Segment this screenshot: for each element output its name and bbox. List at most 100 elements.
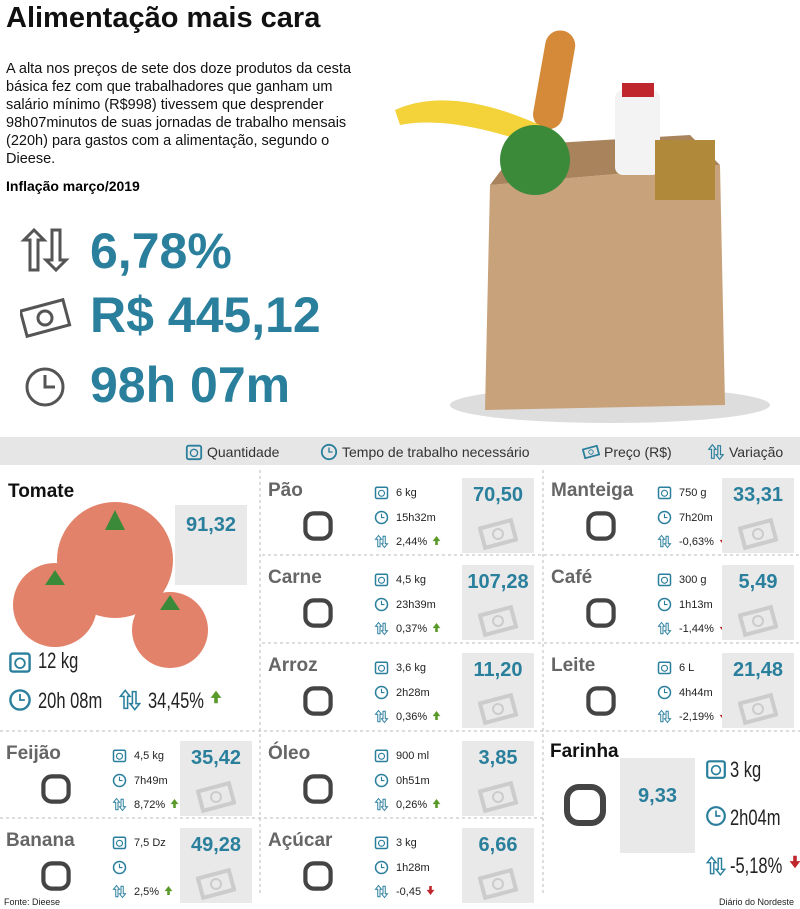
down-icon xyxy=(426,885,435,896)
product-name: Farinha xyxy=(550,741,619,762)
price-box xyxy=(462,741,534,816)
quantity: 6 kg xyxy=(396,487,417,499)
qty-icon xyxy=(185,444,203,461)
price-icon xyxy=(582,444,600,460)
time-icon xyxy=(657,597,672,612)
price-icon xyxy=(478,867,518,901)
product-name: Manteiga xyxy=(551,480,634,501)
price: 21,48 xyxy=(732,659,784,681)
var-icon xyxy=(374,621,389,636)
qty-icon xyxy=(374,573,389,587)
legend-label: Tempo de trabalho necessário xyxy=(342,444,530,460)
work-time: 7h49m xyxy=(134,775,168,787)
price-icon xyxy=(738,517,778,551)
quantity: 3,6 kg xyxy=(396,662,426,674)
variation: 2,5% xyxy=(134,886,160,898)
food-icon xyxy=(41,861,71,891)
up-icon xyxy=(210,690,222,704)
product-name: Açúcar xyxy=(268,830,333,851)
price: 107,28 xyxy=(467,571,529,593)
subtitle: Inflação março/2019 xyxy=(6,178,140,194)
credit: Diário do Nordeste xyxy=(718,897,794,907)
price-box xyxy=(180,741,252,816)
quantity: 3 kg xyxy=(396,837,417,849)
variation: 0,36% xyxy=(396,711,428,723)
work-time: 2h28m xyxy=(396,687,430,699)
price-icon xyxy=(196,780,236,814)
legend-label: Variação xyxy=(729,444,784,460)
qty-icon xyxy=(657,661,672,675)
price-box xyxy=(462,565,534,640)
var-icon xyxy=(657,709,672,724)
price-box xyxy=(722,478,794,553)
price-box xyxy=(180,828,252,903)
up-icon xyxy=(432,535,441,546)
time-icon xyxy=(374,510,389,525)
product-name: Carne xyxy=(268,567,322,588)
time-icon xyxy=(706,806,726,826)
price: 35,42 xyxy=(190,747,242,769)
qty-icon xyxy=(112,836,127,850)
price-icon xyxy=(738,604,778,638)
quantity: 12 kg xyxy=(38,648,79,673)
price: 5,49 xyxy=(738,571,778,593)
var-icon xyxy=(657,621,672,636)
time-icon xyxy=(320,443,338,461)
price: 9,33 xyxy=(638,785,677,807)
legend-bar xyxy=(0,437,800,465)
time-icon xyxy=(112,860,127,875)
price-icon xyxy=(478,692,518,726)
price-icon xyxy=(478,517,518,551)
product-name: Pão xyxy=(268,480,303,501)
up-icon xyxy=(432,798,441,809)
legend-label: Preço (R$) xyxy=(604,444,672,460)
time-icon xyxy=(374,773,389,788)
food-icon xyxy=(586,686,616,716)
work-time: 2h04m xyxy=(730,805,781,830)
product-name: Feijão xyxy=(6,743,61,764)
variation: -1,44% xyxy=(679,623,714,635)
price-icon xyxy=(478,780,518,814)
qty-icon xyxy=(374,749,389,763)
price-box xyxy=(175,505,247,585)
qty-icon xyxy=(657,486,672,500)
food-icon xyxy=(586,598,616,628)
var-icon xyxy=(657,534,672,549)
qty-icon xyxy=(657,573,672,587)
price: 49,28 xyxy=(190,834,242,856)
down-icon xyxy=(789,855,800,869)
price: 3,85 xyxy=(478,747,518,769)
qty-icon xyxy=(112,749,127,763)
quantity: 3 kg xyxy=(730,757,762,782)
price-box xyxy=(620,758,695,853)
variation: -5,18% xyxy=(730,853,783,878)
work-time: 20h 08m xyxy=(38,688,103,713)
intro: A alta nos preços de sete dos doze produ… xyxy=(6,61,352,167)
time-icon xyxy=(374,685,389,700)
price: 33,31 xyxy=(732,484,784,506)
food-icon xyxy=(564,784,606,826)
quantity: 4,5 kg xyxy=(134,750,164,762)
food-icon xyxy=(303,511,333,541)
product-name: Tomate xyxy=(8,481,75,502)
var-icon xyxy=(705,856,727,876)
tomato-illustration xyxy=(13,502,208,668)
var-icon xyxy=(707,443,725,461)
title: Alimentação mais cara xyxy=(6,2,321,34)
time-icon xyxy=(657,685,672,700)
quantity: 7,5 Dz xyxy=(134,837,166,849)
var-icon xyxy=(374,709,389,724)
var-icon xyxy=(374,797,389,812)
quantity: 900 ml xyxy=(396,750,430,762)
work-time: 4h44m xyxy=(679,687,713,699)
variation: 34,45% xyxy=(148,688,204,713)
time-icon xyxy=(112,773,127,788)
price-box xyxy=(462,653,534,728)
variation: -2,19% xyxy=(679,711,714,723)
stat: R$ 445,12 xyxy=(90,287,321,343)
food-icon xyxy=(303,861,333,891)
price: 91,32 xyxy=(185,514,237,536)
variation: -0,45 xyxy=(396,886,422,898)
work-time: 1h28m xyxy=(396,862,430,874)
product-name: Óleo xyxy=(268,743,311,764)
